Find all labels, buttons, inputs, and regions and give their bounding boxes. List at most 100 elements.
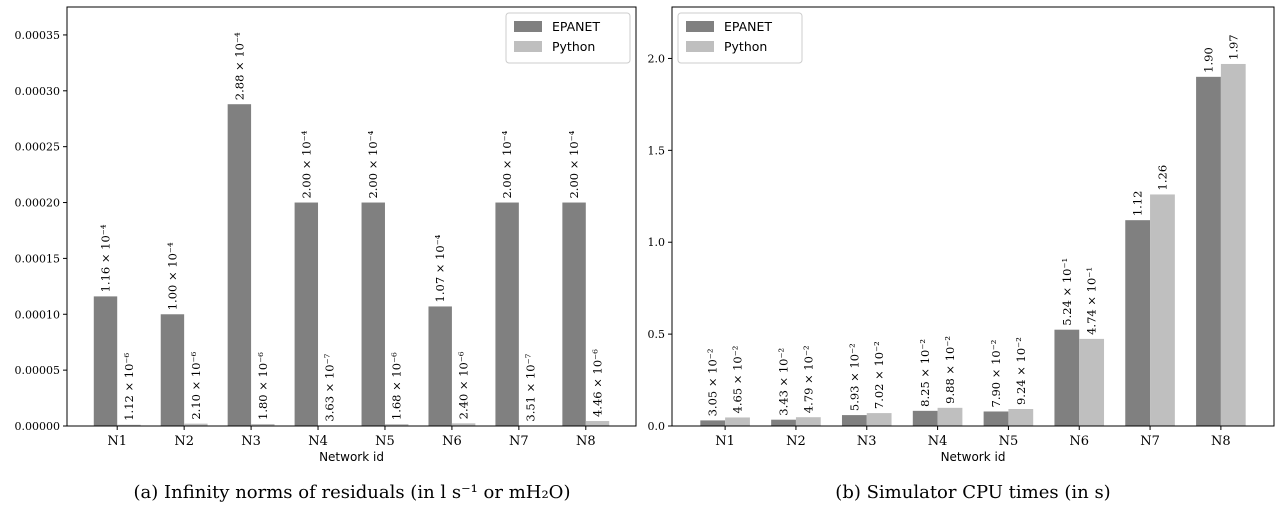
bar-python-n1: [117, 424, 141, 426]
y-tick-label: 0.00005: [15, 364, 61, 377]
legend-swatch-python: [514, 41, 542, 52]
bar-epanet-n8: [562, 202, 586, 426]
data-label-python-n7: 1.26: [1155, 165, 1169, 191]
data-label-epanet-n7: 2.00 × 10⁻⁴: [500, 130, 514, 198]
legend-label-epanet: EPANET: [724, 19, 772, 34]
data-label-epanet-n6: 1.07 × 10⁻⁴: [433, 234, 447, 302]
legend-swatch-epanet: [686, 21, 714, 32]
bar-epanet-n3: [841, 415, 867, 426]
y-tick-label: 1.5: [648, 144, 666, 157]
x-tick-label-n3: N3: [241, 434, 261, 449]
chart-panel-a: 1.16 × 10⁻⁴ 1.00 × 10⁻⁴ 2.88 × 10⁻⁴ 2.00 × …: [15, 6, 637, 503]
bar-python-n7: [1150, 194, 1175, 426]
bar-python-n6: [1079, 338, 1105, 426]
x-tick-label-n2: N2: [174, 434, 194, 449]
bar-python-n3: [866, 413, 892, 426]
y-tick-label: 2.0: [648, 52, 666, 65]
x-axis-label: Network id: [319, 450, 384, 464]
figure-caption: (a) Infinity norms of residuals (in l s⁻…: [134, 482, 571, 503]
bar-epanet-n1: [93, 296, 118, 426]
y-tick-label: 0.00000: [15, 420, 61, 433]
y-tick-label: 0.00010: [15, 308, 61, 321]
legend-swatch-python: [686, 41, 714, 52]
x-tick-label-n8: N8: [576, 434, 596, 449]
data-label-epanet-n3: 5.93 × 10⁻²: [847, 343, 861, 411]
bar-python-n2: [184, 423, 208, 426]
plot-frame: [671, 6, 1275, 427]
bar-epanet-n3: [227, 104, 252, 427]
bar-epanet-n5: [983, 411, 1009, 426]
data-label-epanet-n6: 5.24 × 10⁻¹: [1060, 258, 1074, 326]
data-label-epanet-n1: 3.05 × 10⁻²: [706, 349, 720, 417]
legend: EPANET Python: [505, 12, 631, 64]
data-label-python-n8: 4.46 × 10⁻⁶: [591, 349, 605, 417]
data-label-python-n8: 1.97: [1226, 34, 1240, 60]
y-tick-label: 0.5: [648, 328, 666, 341]
legend-swatch-epanet: [514, 21, 542, 32]
data-label-epanet-n1: 1.16 × 10⁻⁴: [98, 224, 112, 292]
bar-epanet-n4: [912, 410, 938, 426]
x-tick-label-n5: N5: [375, 434, 395, 449]
x-tick-label-n1: N1: [107, 434, 127, 449]
figure-caption: (b) Simulator CPU times (in s): [835, 482, 1110, 503]
data-label-python-n4: 3.63 × 10⁻⁷: [323, 353, 337, 421]
data-label-epanet-n2: 1.00 × 10⁻⁴: [165, 242, 179, 310]
bar-epanet-n2: [160, 314, 185, 426]
data-label-epanet-n7: 1.12: [1131, 191, 1145, 217]
y-tick-label: 0.00015: [15, 252, 61, 265]
chart-panel-b: 3.05 × 10⁻² 3.43 × 10⁻² 5.93 × 10⁻² 8.25 × …: [648, 6, 1275, 503]
data-label-python-n6: 2.40 × 10⁻⁶: [457, 351, 471, 419]
bar-epanet-n6: [1054, 329, 1080, 426]
bar-python-n6: [451, 423, 476, 426]
bar-epanet-n2: [771, 419, 796, 426]
data-label-epanet-n4: 8.25 × 10⁻²: [918, 339, 932, 407]
data-label-epanet-n2: 3.43 × 10⁻²: [777, 348, 791, 416]
data-label-python-n3: 7.02 × 10⁻²: [872, 341, 886, 409]
data-label-epanet-n5: 7.90 × 10⁻²: [989, 340, 1003, 408]
x-tick-label-n6: N6: [442, 434, 462, 449]
bar-python-n5: [1008, 409, 1034, 426]
x-tick-label-n7: N7: [1140, 434, 1160, 449]
y-tick-label: 1.0: [648, 236, 666, 249]
bar-epanet-n8: [1196, 76, 1221, 426]
bar-python-n5: [384, 424, 409, 426]
data-label-python-n2: 4.79 × 10⁻²: [801, 345, 815, 413]
plot-frame: [66, 6, 637, 427]
data-label-epanet-n8: 1.90: [1201, 47, 1215, 73]
data-label-epanet-n4: 2.00 × 10⁻⁴: [299, 130, 313, 198]
bar-epanet-n7: [495, 202, 519, 426]
x-tick-label-n5: N5: [999, 434, 1019, 449]
data-label-python-n5: 1.68 × 10⁻⁶: [390, 352, 404, 420]
data-label-python-n7: 3.51 × 10⁻⁷: [524, 353, 538, 421]
legend-label-python: Python: [552, 39, 595, 54]
x-tick-label-n4: N4: [308, 434, 328, 449]
y-tick-label: 0.00035: [15, 29, 61, 42]
bar-epanet-n5: [361, 202, 385, 426]
x-tick-label-n6: N6: [1069, 434, 1089, 449]
bar-python-n3: [251, 423, 275, 426]
bar-python-n1: [725, 417, 750, 426]
y-tick-label: 0.00020: [15, 197, 61, 210]
bar-python-n8: [585, 421, 610, 426]
data-label-python-n4: 9.88 × 10⁻²: [943, 336, 957, 404]
x-axis-label: Network id: [941, 450, 1006, 464]
bar-epanet-n1: [700, 420, 726, 426]
x-tick-label-n4: N4: [928, 434, 948, 449]
y-tick-label: 0.00030: [15, 85, 61, 98]
x-tick-label-n8: N8: [1211, 434, 1231, 449]
data-label-epanet-n8: 2.00 × 10⁻⁴: [567, 130, 581, 198]
x-tick-label-n7: N7: [509, 434, 529, 449]
bar-python-n8: [1220, 63, 1246, 426]
bar-epanet-n6: [428, 306, 452, 426]
bar-epanet-n4: [294, 202, 319, 426]
y-tick-label: 0.00025: [15, 141, 61, 154]
data-label-python-n2: 2.10 × 10⁻⁶: [189, 351, 203, 419]
bar-epanet-n7: [1125, 220, 1151, 426]
bar-python-n2: [795, 417, 821, 426]
data-label-python-n1: 4.65 × 10⁻²: [731, 346, 745, 414]
data-label-python-n5: 9.24 × 10⁻²: [1014, 337, 1028, 405]
data-label-python-n3: 1.80 × 10⁻⁶: [256, 352, 270, 420]
x-tick-label-n3: N3: [857, 434, 877, 449]
x-tick-label-n1: N1: [715, 434, 735, 449]
